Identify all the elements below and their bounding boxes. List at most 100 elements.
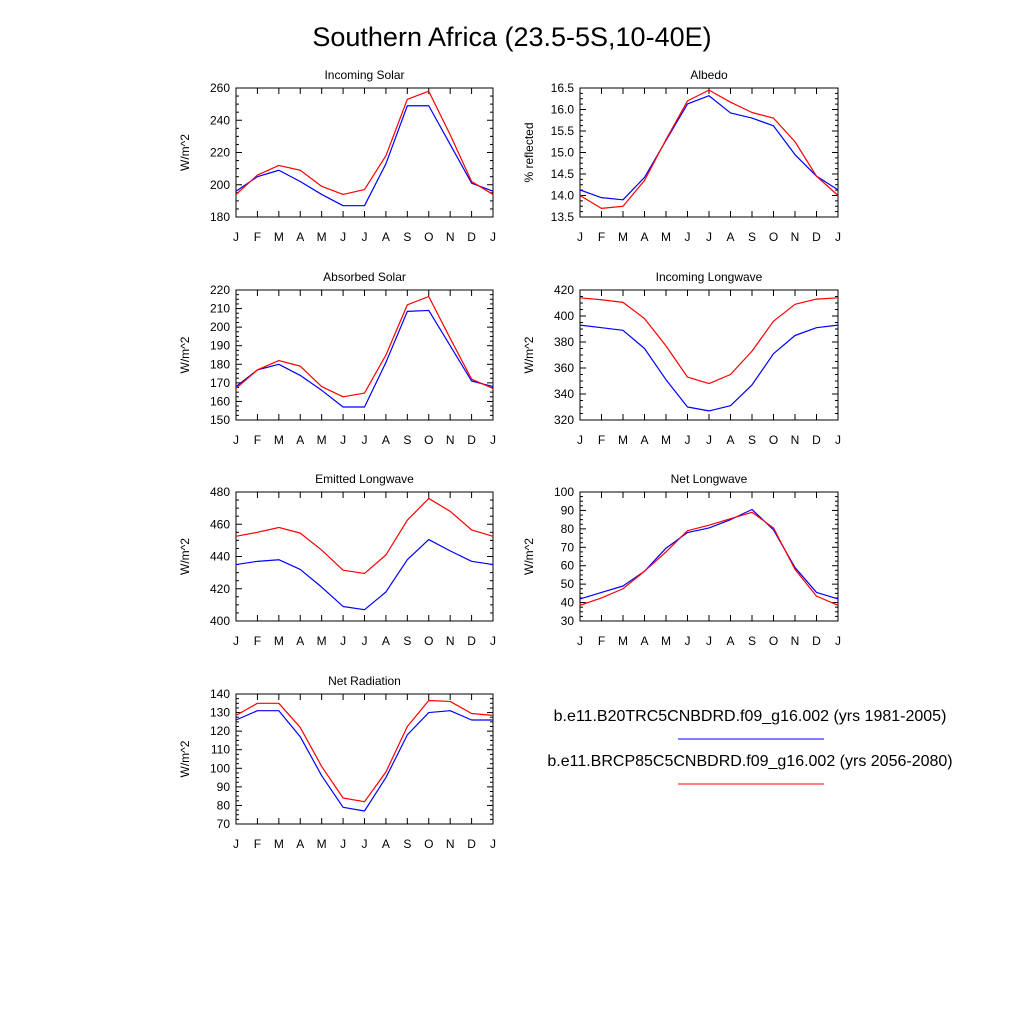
albedo-ytick-label: 14.5 <box>551 167 575 181</box>
incoming-solar-xtick-label: O <box>424 230 433 244</box>
absorbed-solar-xtick-label: N <box>446 433 455 447</box>
incoming-longwave-xtick-label: N <box>791 433 800 447</box>
net-radiation-xtick-label: M <box>317 837 327 851</box>
emitted-longwave-series-future <box>235 497 494 575</box>
albedo-ytick-label: 16.5 <box>551 81 575 95</box>
absorbed-solar-ytick-label: 170 <box>210 376 230 390</box>
incoming-solar-ytick-label: 260 <box>210 81 230 95</box>
net-radiation-xtick-label: J <box>233 837 239 851</box>
albedo-xtick-label: N <box>791 230 800 244</box>
net-longwave-xtick-label: S <box>748 634 756 648</box>
absorbed-solar-xtick-label: S <box>403 433 411 447</box>
net-radiation-xtick-label: J <box>362 837 368 851</box>
albedo-series-historical <box>579 95 839 201</box>
absorbed-solar-series-future <box>235 295 494 398</box>
absorbed-solar-xtick-label: J <box>362 433 368 447</box>
incoming-longwave-ytick-label: 320 <box>554 413 574 427</box>
net-longwave-series-future <box>579 511 839 606</box>
incoming-solar-ytick-label: 180 <box>210 210 230 224</box>
net-longwave-xtick-label: J <box>577 634 583 648</box>
emitted-longwave-ytick-label: 400 <box>210 614 230 628</box>
net-radiation-xtick-label: J <box>490 837 496 851</box>
incoming-longwave-series-historical <box>579 324 839 412</box>
albedo-ytick-label: 16.0 <box>551 103 575 117</box>
incoming-solar-ylabel: W/m^2 <box>178 134 192 171</box>
emitted-longwave-xtick-label: J <box>340 634 346 648</box>
absorbed-solar-ylabel: W/m^2 <box>178 336 192 373</box>
net-longwave-xtick-label: F <box>598 634 605 648</box>
net-longwave-ytick-label: 90 <box>561 503 575 517</box>
net-longwave-xtick-label: M <box>618 634 628 648</box>
incoming-longwave-xtick-label: J <box>706 433 712 447</box>
net-longwave-xtick-label: J <box>835 634 841 648</box>
incoming-solar-ytick-label: 200 <box>210 178 230 192</box>
albedo-xtick-label: M <box>618 230 628 244</box>
net-longwave-ytick-label: 80 <box>561 522 575 536</box>
incoming-longwave-ylabel: W/m^2 <box>522 336 536 373</box>
net-radiation-ytick-label: 100 <box>210 761 230 775</box>
incoming-longwave-xtick-label: D <box>812 433 821 447</box>
net-radiation-xtick-label: N <box>446 837 455 851</box>
incoming-longwave-ytick-label: 340 <box>554 387 574 401</box>
net-radiation-ytick-label: 80 <box>217 798 231 812</box>
absorbed-solar-series-historical <box>235 309 494 408</box>
incoming-solar-xtick-label: A <box>296 230 304 244</box>
emitted-longwave-xtick-label: M <box>274 634 284 648</box>
net-radiation-title: Net Radiation <box>328 674 401 688</box>
net-radiation-xtick-label: D <box>467 837 476 851</box>
emitted-longwave-xtick-label: D <box>467 634 476 648</box>
chart-albedo: Albedo % reflected 13.5 14.0 14.5 15.0 15.5 16.… <box>522 68 841 244</box>
net-longwave-xtick-label: J <box>706 634 712 648</box>
absorbed-solar-ytick-label: 160 <box>210 394 230 408</box>
net-longwave-ylabel: W/m^2 <box>522 538 536 575</box>
incoming-longwave-xtick-label: M <box>618 433 628 447</box>
absorbed-solar-frame <box>235 289 494 421</box>
net-longwave-xtick-label: J <box>685 634 691 648</box>
net-radiation-ytick-label: 120 <box>210 724 230 738</box>
net-radiation-ytick-label: 140 <box>210 687 230 701</box>
chart-incoming-longwave: Incoming Longwave W/m^2 320 340 360 380 400 420… <box>522 270 841 447</box>
net-radiation-ytick-label: 130 <box>210 706 230 720</box>
net-longwave-xtick-label: N <box>791 634 800 648</box>
incoming-longwave-frame <box>579 289 839 421</box>
incoming-solar-xtick-label: M <box>274 230 284 244</box>
incoming-solar-xtick-label: J <box>233 230 239 244</box>
incoming-solar-title: Incoming Solar <box>324 68 404 82</box>
absorbed-solar-xtick-label: A <box>296 433 304 447</box>
incoming-solar-xtick-label: D <box>467 230 476 244</box>
net-longwave-xtick-label: M <box>661 634 671 648</box>
absorbed-solar-xtick-label: A <box>382 433 390 447</box>
emitted-longwave-ytick-label: 440 <box>210 550 230 564</box>
absorbed-solar-xtick-label: D <box>467 433 476 447</box>
incoming-longwave-title: Incoming Longwave <box>656 270 763 284</box>
net-longwave-series-historical <box>579 508 839 600</box>
incoming-solar-ytick-label: 240 <box>210 113 230 127</box>
incoming-solar-xtick-label: J <box>490 230 496 244</box>
absorbed-solar-ytick-label: 210 <box>210 302 230 316</box>
incoming-longwave-ytick-label: 380 <box>554 335 574 349</box>
net-longwave-ytick-label: 40 <box>561 596 575 610</box>
absorbed-solar-xtick-label: J <box>233 433 239 447</box>
albedo-xtick-label: F <box>598 230 605 244</box>
albedo-xtick-label: A <box>726 230 734 244</box>
net-radiation-ylabel: W/m^2 <box>178 740 192 777</box>
absorbed-solar-ytick-label: 200 <box>210 320 230 334</box>
incoming-solar-xtick-label: S <box>403 230 411 244</box>
net-longwave-xtick-label: D <box>812 634 821 648</box>
incoming-longwave-xtick-label: M <box>661 433 671 447</box>
legend-label-future: b.e11.BRCP85C5CNBDRD.f09_g16.002 (yrs 20… <box>547 753 952 770</box>
albedo-ytick-label: 15.0 <box>551 146 575 160</box>
net-longwave-ytick-label: 60 <box>561 559 575 573</box>
albedo-ytick-label: 13.5 <box>551 210 575 224</box>
absorbed-solar-title: Absorbed Solar <box>323 270 406 284</box>
net-longwave-ytick-label: 70 <box>561 540 575 554</box>
emitted-longwave-xtick-label: S <box>403 634 411 648</box>
albedo-ytick-label: 14.0 <box>551 189 575 203</box>
albedo-xtick-label: J <box>685 230 691 244</box>
incoming-longwave-xtick-label: J <box>835 433 841 447</box>
incoming-longwave-xtick-label: J <box>685 433 691 447</box>
emitted-longwave-ylabel: W/m^2 <box>178 538 192 575</box>
albedo-ylabel: % reflected <box>522 122 536 182</box>
